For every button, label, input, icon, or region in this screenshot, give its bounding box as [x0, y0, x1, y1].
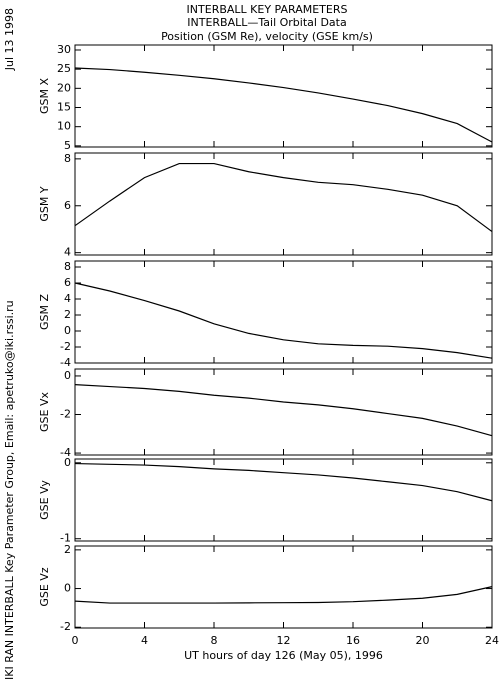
- title-line: INTERBALL—Tail Orbital Data: [187, 16, 346, 29]
- y-tick-label: -1: [60, 532, 71, 545]
- y-axis-label: GSM X: [38, 78, 51, 114]
- title-line: INTERBALL KEY PARAMETERS: [187, 3, 348, 16]
- x-tick-label: 24: [485, 634, 499, 647]
- x-tick-label: 0: [72, 634, 79, 647]
- y-tick-label: 10: [57, 120, 71, 133]
- x-tick-label: 16: [346, 634, 360, 647]
- y-tick-label: -4: [60, 356, 71, 369]
- y-tick-label: 0: [64, 582, 71, 595]
- x-tick-label: 8: [211, 634, 218, 647]
- date: Jul 13 1998: [3, 8, 16, 71]
- y-axis-label: GSE Vz: [38, 567, 51, 606]
- y-tick-label: -2: [60, 620, 71, 633]
- data-line: [74, 162, 493, 233]
- data-line: [74, 67, 493, 143]
- panel-frame: [74, 458, 493, 542]
- data-line: [74, 282, 493, 359]
- y-tick-label: 30: [57, 43, 71, 56]
- title-line: Position (GSM Re), velocity (GSE km/s): [161, 30, 373, 43]
- y-tick-label: 15: [57, 101, 71, 114]
- x-tick-label: 12: [277, 634, 291, 647]
- x-tick-label: 4: [141, 634, 148, 647]
- data-line: [74, 462, 493, 502]
- y-tick-label: 0: [64, 369, 71, 382]
- y-tick-label: 8: [64, 260, 71, 273]
- y-tick-label: 6: [64, 199, 71, 212]
- y-axis-label: GSM Y: [38, 186, 51, 221]
- y-tick-label: 5: [64, 139, 71, 152]
- panel-frame: [74, 44, 493, 148]
- panel-frame: [74, 368, 493, 456]
- y-tick-label: 0: [64, 324, 71, 337]
- x-tick-label: 20: [416, 634, 430, 647]
- y-tick-label: 2: [64, 543, 71, 556]
- credit: IKI RAN INTERBALL Key Parameter Group, E…: [3, 300, 16, 680]
- y-axis-label: GSE Vx: [38, 392, 51, 432]
- y-tick-label: 4: [64, 246, 71, 259]
- y-tick-label: 0: [64, 456, 71, 469]
- y-axis-label: GSM Z: [38, 294, 51, 330]
- panel-frame: [74, 260, 493, 364]
- y-tick-label: 2: [64, 308, 71, 321]
- x-axis-label: UT hours of day 126 (May 05), 1996: [184, 649, 383, 662]
- panel-frame: [74, 152, 493, 256]
- panel-frame: [74, 545, 493, 629]
- y-tick-label: 20: [57, 81, 71, 94]
- y-tick-label: 25: [57, 62, 71, 75]
- data-line: [74, 586, 493, 604]
- y-tick-label: 4: [64, 292, 71, 305]
- y-tick-label: -2: [60, 408, 71, 421]
- y-tick-label: 6: [64, 276, 71, 289]
- y-tick-label: -2: [60, 340, 71, 353]
- y-tick-label: 8: [64, 152, 71, 165]
- y-tick-label: -4: [60, 446, 71, 459]
- data-line: [74, 384, 493, 437]
- y-axis-label: GSE Vy: [38, 480, 51, 520]
